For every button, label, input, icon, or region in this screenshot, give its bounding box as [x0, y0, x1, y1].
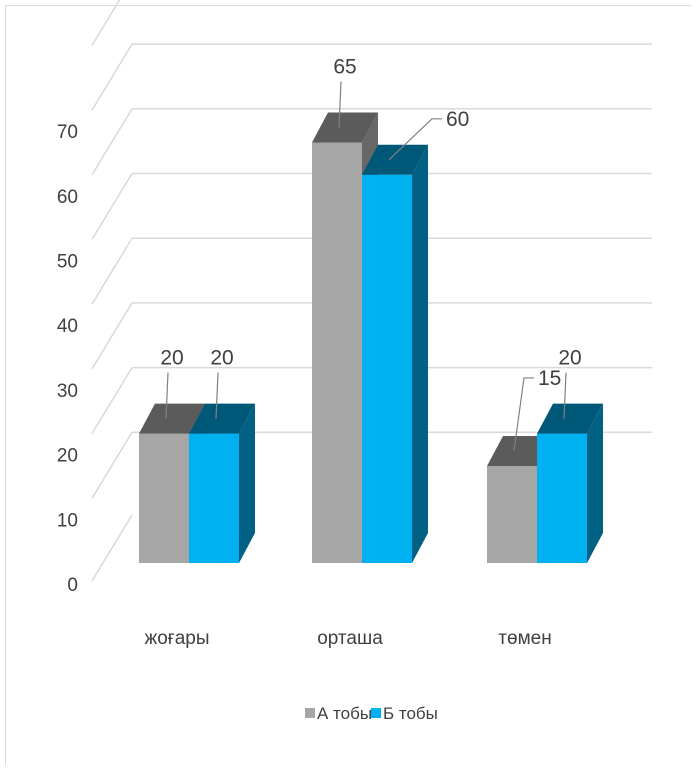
bar	[139, 433, 189, 563]
bar-side	[587, 403, 603, 563]
legend-label: А тобы	[317, 704, 372, 723]
bar-top	[312, 112, 378, 143]
bars	[139, 112, 603, 564]
data-label: 15	[538, 367, 561, 390]
y-axis-ticks: 0 10 20 30 40 50 60 70	[57, 122, 78, 596]
floor-line	[91, 514, 133, 582]
legend-label: Б тобы	[383, 704, 438, 723]
x-axis-categories: жоғары орташа төмен	[145, 628, 552, 649]
gridline-side-3	[91, 302, 133, 370]
bar-top	[362, 144, 428, 175]
x-category-label: төмен	[498, 628, 551, 649]
legend-swatch	[371, 708, 381, 718]
bar-top	[189, 403, 255, 434]
data-label: 65	[333, 55, 356, 78]
legend: А тобы Б тобы	[305, 704, 438, 723]
gridline-side-5	[91, 173, 133, 240]
leader-line	[513, 377, 534, 452]
data-label: 20	[160, 347, 183, 370]
y-tick-label: 70	[57, 122, 78, 143]
y-tick-label: 20	[57, 446, 78, 467]
y-tick-label: 30	[57, 381, 78, 402]
gridline-side-1	[91, 431, 133, 499]
bar	[362, 174, 412, 564]
bar-top	[139, 403, 205, 434]
data-label: 20	[558, 347, 581, 370]
leader-line	[563, 372, 567, 419]
bar-top	[487, 435, 553, 466]
leader-line	[388, 118, 442, 161]
y-tick-label: 40	[57, 316, 78, 337]
y-tick-label: 10	[57, 510, 78, 531]
gridline-side-4	[91, 237, 133, 305]
gridline-side-6	[91, 108, 133, 176]
y-tick-label: 60	[57, 187, 78, 208]
x-category-label: жоғары	[145, 628, 210, 649]
gridline-side-7	[91, 43, 133, 111]
bar	[537, 433, 587, 563]
data-label: 20	[210, 347, 233, 370]
leader-line	[165, 372, 169, 419]
bar	[487, 465, 537, 563]
chart-frame	[5, 5, 691, 765]
y-tick-label: 50	[57, 252, 78, 273]
y-tick-label: 0	[67, 575, 78, 596]
data-label: 60	[446, 108, 469, 131]
bar-side	[239, 403, 255, 563]
bar	[189, 433, 239, 563]
gridline-side-2	[91, 367, 133, 434]
x-category-label: орташа	[317, 628, 383, 649]
bar-top	[537, 403, 603, 434]
legend-swatch	[305, 708, 315, 718]
leader-line	[215, 372, 219, 419]
bar-side	[412, 144, 428, 564]
leader-line	[338, 81, 342, 128]
gridline-side-top	[91, 0, 121, 46]
bar	[312, 142, 362, 563]
